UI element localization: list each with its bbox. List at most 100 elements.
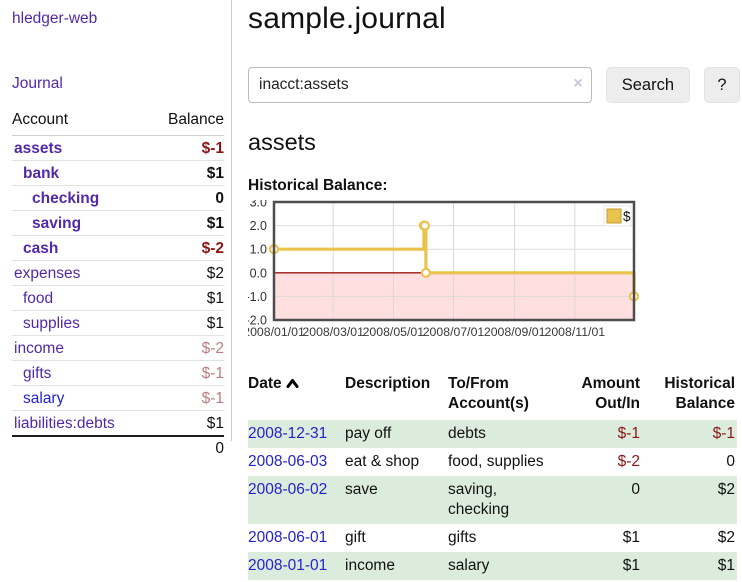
account-heading: assets	[248, 129, 316, 155]
table-row[interactable]: 2008-12-31 pay off debts $-1 $-1	[248, 420, 737, 448]
accounts-table-header: Account Balance	[12, 109, 224, 136]
account-row: food $1	[12, 286, 224, 311]
svg-text:$: $	[623, 209, 631, 224]
transaction-amount: $1	[622, 529, 640, 546]
transaction-accounts: saving, checking	[448, 481, 510, 518]
search-button[interactable]: Search	[605, 67, 690, 103]
svg-text:0.0: 0.0	[250, 266, 267, 280]
description-column-header: Description	[345, 375, 431, 392]
account-row: assets $-1	[12, 136, 224, 161]
transaction-balance: 0	[726, 453, 735, 470]
svg-text:2008/03/01: 2008/03/01	[302, 325, 364, 339]
accounts-total-value: 0	[215, 440, 224, 457]
search-input[interactable]	[248, 67, 592, 103]
transaction-description: pay off	[345, 425, 392, 442]
transaction-balance: $2	[717, 481, 735, 498]
account-balance: $-1	[201, 364, 224, 382]
account-balance: $-1	[201, 389, 224, 407]
accounts-total-row: 0	[12, 437, 224, 461]
account-link-expenses[interactable]: expenses	[14, 264, 81, 282]
svg-text:2008/11/01: 2008/11/01	[545, 325, 606, 339]
transaction-balance: $1	[717, 557, 735, 574]
register-table: Date Description To/From Account(s) Amou…	[248, 372, 737, 580]
account-link-bank[interactable]: bank	[23, 164, 60, 182]
sidebar-item-journal[interactable]: Journal	[12, 75, 63, 92]
account-link-income[interactable]: income	[14, 339, 64, 357]
transaction-accounts: salary	[448, 557, 490, 574]
transaction-date-link[interactable]: 2008-06-02	[248, 481, 328, 498]
transaction-accounts: debts	[448, 425, 486, 442]
transaction-date-link[interactable]: 2008-12-31	[248, 425, 328, 442]
balance-column-header: Balance	[167, 111, 224, 128]
svg-text:2008/05/01: 2008/05/01	[363, 325, 425, 339]
transaction-amount: $-1	[617, 425, 640, 442]
account-balance: 0	[215, 189, 224, 207]
account-balance: $1	[206, 164, 224, 182]
account-row: income $-2	[12, 336, 224, 361]
app-brand-link[interactable]: hledger-web	[12, 10, 98, 27]
account-link-food[interactable]: food	[23, 289, 54, 307]
account-link-saving[interactable]: saving	[32, 214, 82, 232]
svg-text:-1.0: -1.0	[248, 290, 267, 304]
main-content: sample.journal × Search ? assets Histori…	[243, 0, 740, 580]
account-row: cash $-2	[12, 236, 224, 261]
tofrom-column-header: To/From Account(s)	[448, 375, 529, 412]
account-row: checking 0	[12, 186, 224, 211]
transaction-amount: $1	[622, 557, 640, 574]
transaction-date-link[interactable]: 2008-06-03	[248, 453, 328, 470]
account-link-liabilities-debts[interactable]: liabilities:debts	[14, 414, 115, 432]
table-row[interactable]: 2008-06-01 gift gifts $1 $2	[248, 524, 737, 552]
account-row: expenses $2	[12, 261, 224, 286]
account-link-salary[interactable]: salary	[23, 389, 65, 407]
date-column-header[interactable]: Date	[248, 372, 345, 420]
account-balance: $1	[206, 414, 224, 432]
transaction-description: eat & shop	[345, 453, 420, 470]
svg-text:2.0: 2.0	[250, 219, 267, 233]
transaction-amount: $-2	[617, 453, 640, 470]
account-column-header: Account	[12, 111, 69, 128]
transaction-date-link[interactable]: 2008-06-01	[248, 529, 328, 546]
sidebar: hledger-web Journal Account Balance asse…	[0, 0, 232, 457]
transaction-description: gift	[345, 529, 366, 546]
account-row: saving $1	[12, 211, 224, 236]
table-row[interactable]: 2008-06-02 save saving, checking 0 $2	[248, 476, 737, 524]
help-button[interactable]: ?	[704, 67, 740, 103]
account-row: salary $-1	[12, 386, 224, 411]
svg-text:2008/07/01: 2008/07/01	[423, 325, 485, 339]
search-bar: × Search ?	[248, 67, 740, 103]
accounts-table: Account Balance assets $-1 bank $1 checking 0…	[12, 109, 224, 461]
account-balance: $1	[206, 214, 224, 232]
page-title: sample.journal	[248, 2, 446, 35]
transaction-accounts: gifts	[448, 529, 477, 546]
svg-text:-2.0: -2.0	[248, 314, 267, 328]
historical-balance-chart: $3.0 2.0 1.0 0.0 -1.0 -2.02008/01/012008/03/0…	[243, 196, 640, 339]
table-row[interactable]: 2008-01-01 income salary $1 $1	[248, 552, 737, 580]
account-row: gifts $-1	[12, 361, 224, 386]
account-link-checking[interactable]: checking	[32, 189, 100, 207]
amount-column-header: Amount Out/In	[581, 375, 640, 412]
clear-search-icon[interactable]: ×	[573, 75, 583, 92]
svg-text:1.0: 1.0	[250, 243, 267, 257]
svg-text:2008/01/01: 2008/01/01	[248, 325, 305, 339]
account-link-cash[interactable]: cash	[23, 239, 59, 257]
account-balance: $2	[206, 264, 224, 282]
svg-text:3.0: 3.0	[250, 200, 267, 210]
account-row: supplies $1	[12, 311, 224, 336]
transaction-date-link[interactable]: 2008-01-01	[248, 557, 328, 574]
sort-ascending-icon	[286, 374, 299, 394]
account-balance: $-2	[201, 239, 224, 257]
account-balance: $1	[206, 289, 224, 307]
account-link-assets[interactable]: assets	[14, 139, 63, 157]
account-balance: $1	[206, 314, 224, 332]
balance-column-header-main: Historical Balance	[664, 375, 735, 412]
account-link-supplies[interactable]: supplies	[23, 314, 80, 332]
account-balance: $-1	[201, 139, 224, 157]
table-row[interactable]: 2008-06-03 eat & shop food, supplies $-2 0	[248, 448, 737, 476]
account-row: bank $1	[12, 161, 224, 186]
transaction-amount: 0	[631, 481, 640, 498]
account-link-gifts[interactable]: gifts	[23, 364, 52, 382]
transaction-description: income	[345, 557, 395, 574]
account-balance: $-2	[201, 339, 224, 357]
chart-label: Historical Balance:	[248, 177, 388, 194]
transaction-accounts: food, supplies	[448, 453, 544, 470]
